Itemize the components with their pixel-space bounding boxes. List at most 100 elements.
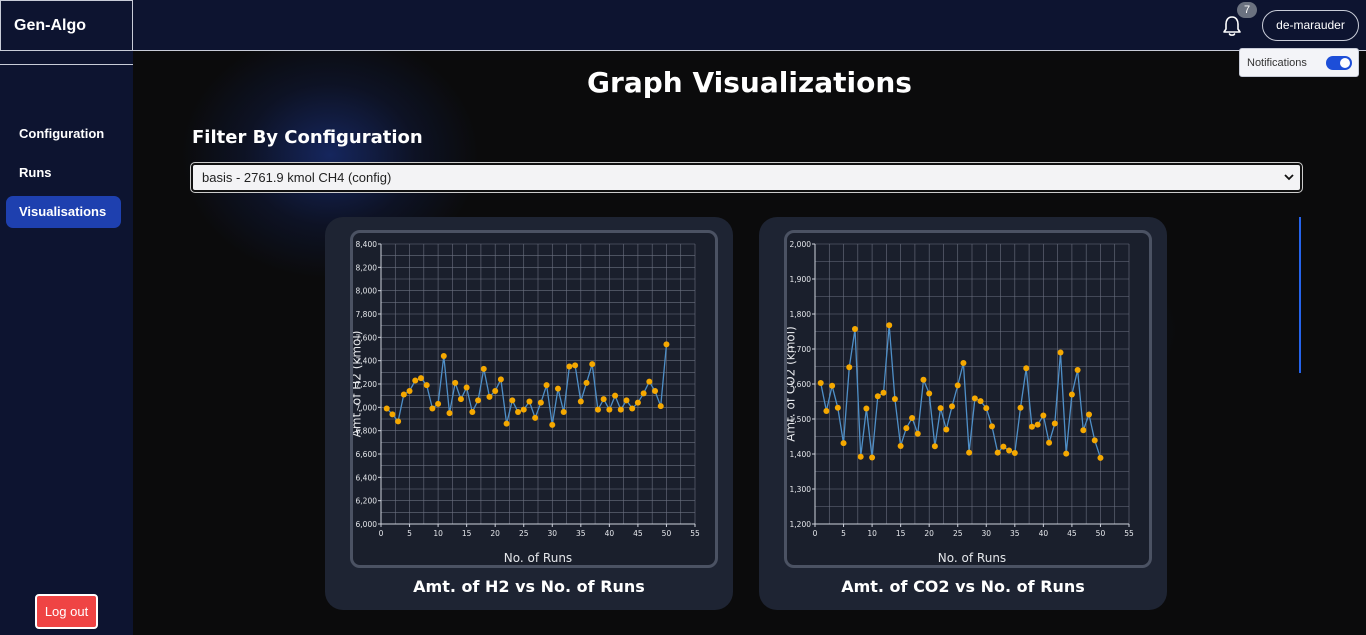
- data-point[interactable]: [515, 409, 522, 415]
- data-point[interactable]: [663, 341, 670, 348]
- data-point[interactable]: [988, 423, 995, 430]
- data-point[interactable]: [600, 396, 607, 403]
- data-point[interactable]: [840, 440, 847, 447]
- data-point[interactable]: [469, 409, 476, 415]
- data-point[interactable]: [1011, 449, 1018, 456]
- data-point[interactable]: [549, 421, 556, 428]
- data-point[interactable]: [1080, 427, 1087, 434]
- data-point[interactable]: [589, 361, 596, 368]
- data-point[interactable]: [526, 398, 533, 405]
- data-point[interactable]: [971, 395, 978, 402]
- data-point[interactable]: [629, 405, 636, 412]
- data-point[interactable]: [423, 382, 430, 389]
- data-point[interactable]: [400, 391, 407, 398]
- data-point[interactable]: [949, 403, 956, 410]
- data-point[interactable]: [1063, 450, 1070, 457]
- data-point[interactable]: [509, 397, 516, 404]
- sidebar-item-visualisations[interactable]: Visualisations: [6, 196, 121, 228]
- data-point[interactable]: [480, 365, 487, 372]
- data-point[interactable]: [640, 390, 647, 397]
- data-point[interactable]: [1046, 439, 1053, 446]
- app-brand[interactable]: Gen-Algo: [0, 0, 133, 51]
- data-point[interactable]: [977, 398, 984, 405]
- data-point[interactable]: [1006, 447, 1013, 454]
- data-point[interactable]: [817, 379, 824, 386]
- data-point[interactable]: [846, 364, 853, 371]
- data-point[interactable]: [897, 442, 904, 449]
- data-point[interactable]: [1074, 367, 1081, 373]
- data-point[interactable]: [1057, 349, 1064, 356]
- data-point[interactable]: [492, 388, 499, 394]
- data-point[interactable]: [612, 392, 619, 399]
- data-point[interactable]: [617, 406, 624, 413]
- data-point[interactable]: [903, 425, 910, 432]
- data-point[interactable]: [886, 322, 893, 329]
- data-point[interactable]: [869, 454, 876, 461]
- data-point[interactable]: [657, 403, 664, 410]
- data-point[interactable]: [623, 397, 630, 404]
- data-point[interactable]: [412, 377, 419, 384]
- data-point[interactable]: [823, 407, 830, 414]
- data-point[interactable]: [1091, 437, 1098, 444]
- data-point[interactable]: [880, 389, 887, 396]
- data-point[interactable]: [577, 398, 584, 405]
- data-point[interactable]: [1051, 420, 1058, 427]
- data-point[interactable]: [583, 379, 590, 386]
- data-point[interactable]: [646, 378, 653, 385]
- data-point[interactable]: [406, 388, 413, 394]
- data-point[interactable]: [914, 430, 921, 437]
- data-point[interactable]: [1097, 454, 1104, 461]
- data-point[interactable]: [520, 406, 527, 413]
- data-point[interactable]: [543, 382, 550, 389]
- data-point[interactable]: [554, 385, 561, 392]
- data-point[interactable]: [931, 443, 938, 450]
- config-select[interactable]: basis - 2761.9 kmol CH4 (config): [190, 162, 1303, 193]
- data-point[interactable]: [475, 397, 482, 404]
- data-point[interactable]: [594, 406, 601, 413]
- data-point[interactable]: [452, 379, 459, 386]
- data-point[interactable]: [503, 420, 510, 427]
- data-point[interactable]: [834, 404, 841, 411]
- data-point[interactable]: [920, 376, 927, 383]
- data-point[interactable]: [1023, 365, 1030, 372]
- data-point[interactable]: [994, 449, 1001, 456]
- data-point[interactable]: [652, 388, 659, 394]
- data-point[interactable]: [983, 405, 990, 412]
- data-point[interactable]: [874, 393, 881, 400]
- bell-icon[interactable]: [1221, 14, 1243, 38]
- data-point[interactable]: [560, 409, 567, 415]
- data-point[interactable]: [966, 449, 973, 456]
- data-point[interactable]: [1028, 423, 1035, 430]
- data-point[interactable]: [532, 414, 539, 421]
- data-point[interactable]: [429, 405, 436, 412]
- sidebar-item-configuration[interactable]: Configuration: [19, 126, 105, 141]
- data-point[interactable]: [960, 360, 967, 366]
- data-point[interactable]: [457, 396, 464, 403]
- data-point[interactable]: [446, 410, 453, 417]
- data-point[interactable]: [1000, 443, 1007, 450]
- data-point[interactable]: [937, 405, 944, 412]
- data-point[interactable]: [572, 362, 579, 369]
- data-point[interactable]: [486, 393, 493, 400]
- data-point[interactable]: [1017, 404, 1024, 411]
- data-point[interactable]: [1034, 421, 1041, 428]
- data-point[interactable]: [537, 399, 544, 406]
- data-point[interactable]: [829, 382, 836, 389]
- data-point[interactable]: [395, 418, 402, 425]
- data-point[interactable]: [389, 411, 396, 418]
- logout-button[interactable]: Log out: [35, 594, 98, 629]
- data-point[interactable]: [857, 453, 864, 460]
- data-point[interactable]: [497, 376, 504, 383]
- data-point[interactable]: [417, 375, 424, 382]
- scroll-indicator[interactable]: [1299, 217, 1301, 373]
- data-point[interactable]: [1040, 412, 1047, 419]
- data-point[interactable]: [606, 406, 613, 413]
- user-menu-button[interactable]: de-marauder: [1262, 10, 1359, 41]
- data-point[interactable]: [851, 326, 858, 333]
- data-point[interactable]: [463, 384, 470, 391]
- data-point[interactable]: [435, 400, 442, 407]
- notifications-toggle[interactable]: [1326, 56, 1352, 70]
- data-point[interactable]: [383, 405, 390, 412]
- data-point[interactable]: [909, 414, 916, 421]
- data-point[interactable]: [943, 426, 950, 433]
